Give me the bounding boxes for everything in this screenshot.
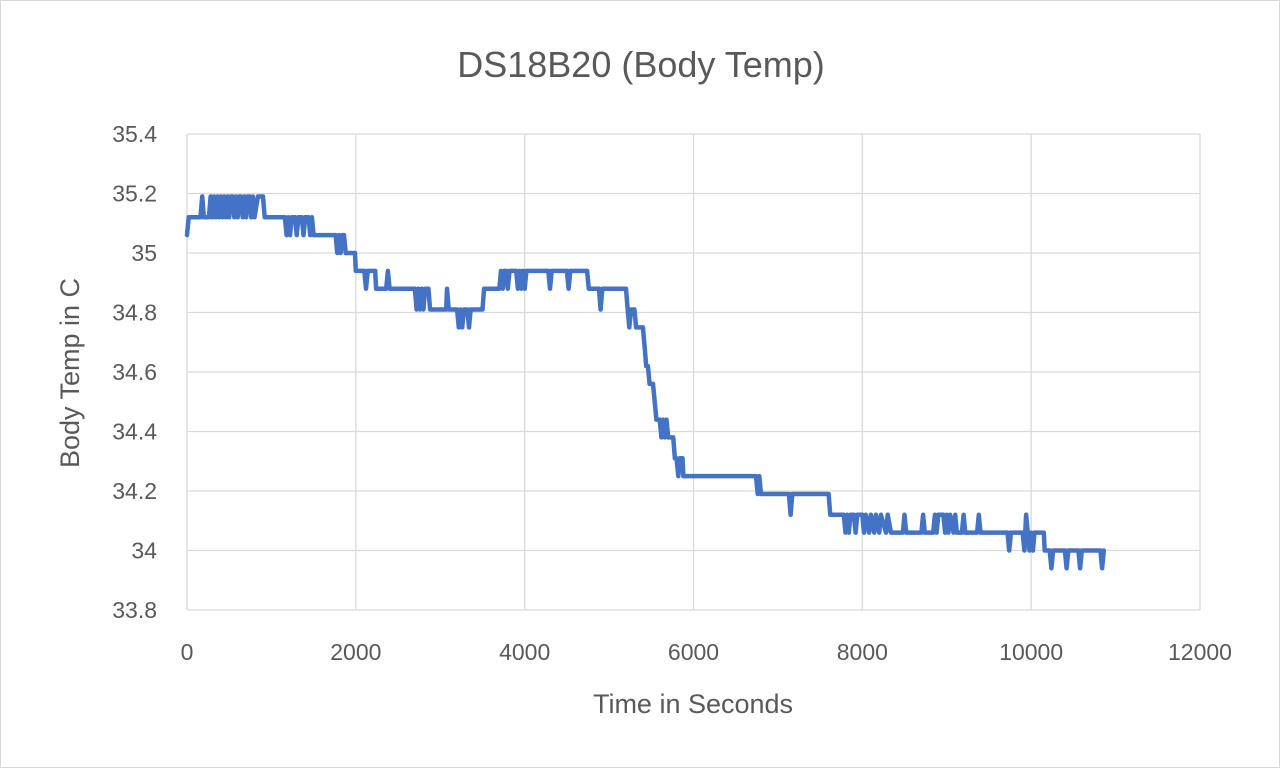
x-axis-title: Time in Seconds	[593, 689, 793, 719]
series-layer	[184, 194, 1107, 571]
x-tick-label: 0	[181, 639, 194, 665]
y-tick-label: 35	[131, 240, 157, 266]
y-tick-label: 34.6	[112, 359, 157, 385]
x-tick-label: 12000	[1168, 639, 1232, 665]
x-axis-ticks: 0 2000 4000 6000 8000 10000 12000	[181, 639, 1232, 665]
y-tick-label: 35.2	[112, 181, 157, 207]
y-tick-label: 34	[131, 538, 157, 564]
x-tick-label: 10000	[999, 639, 1063, 665]
x-tick-label: 6000	[668, 639, 719, 665]
y-axis-title: Body Temp in C	[55, 278, 85, 468]
y-tick-label: 35.4	[112, 121, 157, 147]
y-axis-ticks: 33.8 34 34.2 34.4 34.6 34.8 35 35.2 35.4	[112, 121, 157, 623]
x-tick-label: 2000	[330, 639, 381, 665]
chart-title: DS18B20 (Body Temp)	[457, 44, 825, 85]
x-tick-label: 8000	[837, 639, 888, 665]
gridlines	[186, 133, 1201, 611]
series-line-body-temp	[184, 194, 1107, 571]
x-tick-label: 4000	[499, 639, 550, 665]
y-tick-label: 34.8	[112, 300, 157, 326]
y-tick-label: 33.8	[112, 597, 157, 623]
y-tick-label: 34.2	[112, 478, 157, 504]
y-tick-label: 34.4	[112, 419, 157, 445]
